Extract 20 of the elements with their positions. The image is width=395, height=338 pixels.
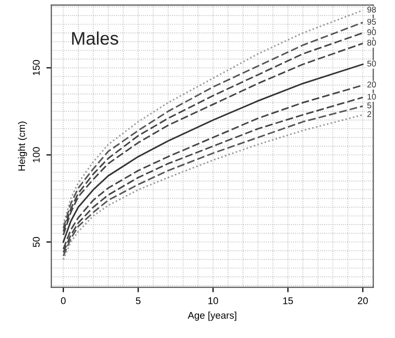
y-tick-label: 100 <box>32 147 40 162</box>
y-tick-label: 150 <box>32 60 40 76</box>
series-label: 10 <box>368 94 376 100</box>
series-label: 20 <box>367 82 376 88</box>
series-label: 90 <box>367 29 376 36</box>
series-label: 2 <box>367 111 372 117</box>
y-axis-title: Height (cm) <box>18 122 28 171</box>
series-label: 50 <box>367 60 376 67</box>
x-tick-label: 15 <box>283 297 293 304</box>
text: Males <box>72 32 118 45</box>
x-tick-label: 20 <box>358 297 368 304</box>
x-tick-label: 10 <box>208 297 218 304</box>
series-label: 98 <box>367 6 376 13</box>
x-tick-label: 0 <box>61 297 66 304</box>
series-label: 80 <box>367 40 376 46</box>
series-label: 95 <box>367 18 376 25</box>
x-axis-title: Age [years] <box>188 312 236 321</box>
series-label: 5 <box>367 102 372 108</box>
x-tick-label: 5 <box>136 297 140 304</box>
y-tick-label: 50 <box>32 236 40 248</box>
